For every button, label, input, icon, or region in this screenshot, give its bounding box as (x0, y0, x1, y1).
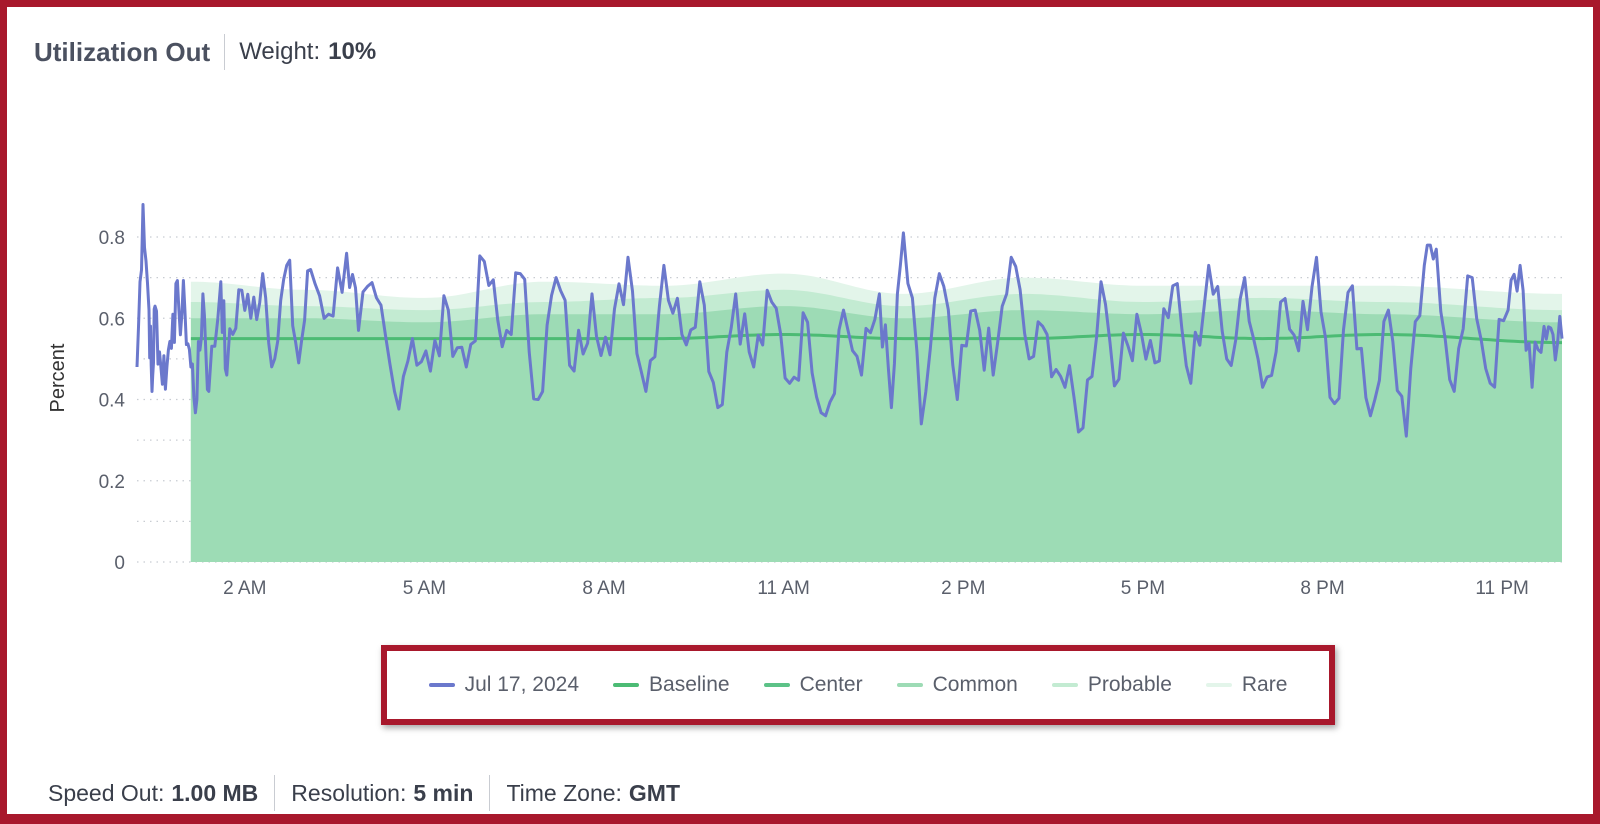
legend-item[interactable]: Rare (1205, 673, 1288, 697)
legend-item[interactable]: Center (763, 673, 863, 697)
baseline-area (190, 334, 1562, 562)
legend-label: Rare (1241, 673, 1288, 696)
observed-series[interactable] (135, 203, 1564, 438)
y-axis: 0 0.2 0.4 0.6 0.8 (99, 228, 126, 574)
chart-footer: Speed Out: 1.00 MB Resolution: 5 min Tim… (48, 773, 680, 813)
y-axis-label: Percent (47, 343, 69, 412)
utilization-chart[interactable]: 0 0.2 0.4 0.6 0.8 2 AM 5 AM 8 AM 11 AM 2 PM 5 PM 8… (0, 0, 1600, 620)
legend-swatch (428, 683, 455, 687)
legend-item[interactable]: Baseline (613, 673, 730, 697)
y-tick-label: 0.6 (99, 309, 125, 330)
footer-divider (274, 775, 276, 811)
x-tick-label: 8 AM (582, 578, 625, 599)
legend-item[interactable]: Probable (1051, 673, 1172, 697)
weight-value: 10% (328, 38, 377, 65)
legend-label: Probable (1087, 673, 1172, 696)
legend-item[interactable]: Jul 17, 2024 (428, 673, 580, 697)
x-tick-label: 2 PM (941, 578, 985, 599)
speed-label: Speed Out: (48, 779, 165, 806)
chart-legend: Jul 17, 2024 Baseline Center Common Probable… (381, 645, 1335, 725)
header-divider (224, 34, 226, 70)
legend-swatch (613, 683, 640, 687)
forecast-bands (190, 273, 1562, 562)
y-tick-label: 0.2 (99, 472, 125, 493)
y-tick-label: 0.4 (99, 391, 126, 412)
speed-value: 1.00 MB (171, 779, 259, 806)
weight-label: Weight: (239, 38, 321, 65)
chart-header: Utilization Out Weight: 10% (34, 32, 376, 72)
legend-label: Center (799, 673, 863, 696)
x-tick-label: 5 PM (1121, 578, 1165, 599)
x-tick-label: 2 AM (223, 578, 266, 599)
x-axis: 2 AM 5 AM 8 AM 11 AM 2 PM 5 PM 8 PM 11 PM (223, 578, 1529, 599)
chart-title: Utilization Out (34, 36, 211, 67)
timezone-value: GMT (628, 779, 681, 806)
x-tick-label: 8 PM (1300, 578, 1344, 599)
x-tick-label: 5 AM (403, 578, 446, 599)
series-line[interactable] (135, 203, 1564, 438)
legend-swatch (1205, 683, 1232, 687)
legend-swatch (763, 683, 790, 687)
x-tick-label: 11 PM (1475, 578, 1529, 599)
legend-swatch (896, 683, 923, 687)
y-tick-label: 0 (114, 553, 125, 574)
footer-divider (489, 775, 491, 811)
x-tick-label: 11 AM (757, 578, 809, 599)
legend-label: Common (932, 673, 1018, 696)
baseline-line (190, 333, 1562, 345)
legend-label: Baseline (649, 673, 730, 696)
resolution-value: 5 min (413, 779, 474, 806)
y-tick-label: 0.8 (99, 228, 125, 249)
legend-item[interactable]: Common (896, 673, 1018, 697)
legend-label: Jul 17, 2024 (464, 673, 580, 696)
legend-swatch (1051, 683, 1078, 687)
resolution-label: Resolution: (291, 779, 407, 806)
timezone-label: Time Zone: (506, 779, 622, 806)
